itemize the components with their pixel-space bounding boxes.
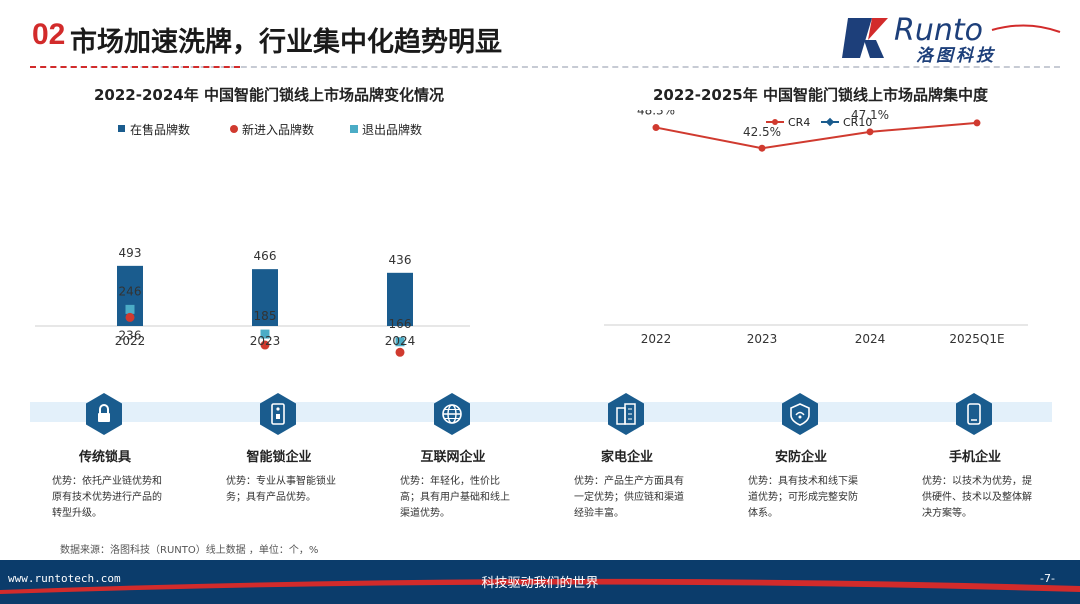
bar-2023: [252, 269, 278, 326]
category-name: 互联网企业: [420, 450, 486, 465]
page-number: -7-: [1040, 572, 1055, 585]
category-name: 智能锁企业: [246, 450, 312, 465]
phone-icon: [956, 393, 992, 435]
x-tick-2025Q1E: 2025Q1E: [949, 332, 1004, 346]
header-divider-accent: [30, 66, 240, 68]
label-CR4-1: 42.5%: [743, 125, 781, 139]
footer-url[interactable]: www.runtotech.com: [8, 572, 121, 585]
entry-marker-2024: [395, 347, 405, 357]
legend-label-0: 在售品牌数: [130, 122, 190, 137]
exit-marker-2024: [395, 337, 405, 347]
legend-swatch-1: [230, 125, 238, 133]
x-tick-2023: 2023: [747, 332, 778, 346]
x-tick-2024: 2024: [855, 332, 886, 346]
label-CR4-2: 47.1%: [851, 110, 889, 122]
entry-label-2022: 236: [119, 328, 142, 342]
header-divider: [30, 66, 1060, 68]
x-tick-2023: 2023: [250, 334, 281, 348]
category-description: 优势：年轻化，性价比高；具有用户基础和线上渠道优势。: [400, 476, 510, 519]
exit-marker-2022: [125, 304, 135, 314]
category-description: 优势：依托产业链优势和原有技术优势进行产品的转型升级。: [52, 476, 162, 519]
x-tick-2024: 2024: [385, 334, 416, 348]
page-title: 市场加速洗牌，行业集中化趋势明显: [70, 27, 502, 58]
smart-lock-icon: [260, 393, 296, 435]
legend-label-2: 退出品牌数: [362, 122, 422, 137]
runto-logo: Runto 洛图科技: [842, 13, 1061, 66]
legend-marker-CR4: [772, 119, 778, 125]
category-name: 手机企业: [948, 450, 1001, 465]
legend-swatch-2: [350, 125, 358, 133]
concentration-chart: CR4CR1048.3%42.5%47.1%49.6%65.4%65.1%67.…: [604, 110, 1028, 346]
point-CR4-0: [652, 124, 660, 132]
section-number: 02: [32, 18, 66, 51]
category-band: [30, 402, 1052, 422]
exit-label-2024: 166: [389, 317, 412, 331]
footer-slogan: 科技驱动我们的世界: [481, 576, 599, 591]
legend-label-1: 新进入品牌数: [242, 122, 314, 137]
category-name: 安防企业: [774, 450, 827, 465]
shield-icon: [782, 393, 818, 435]
category-description: 优势：具有技术和线下渠道优势；可形成完整安防体系。: [748, 476, 858, 519]
bar-label-2022: 493: [119, 246, 142, 260]
logo-cn: 洛图科技: [916, 46, 996, 66]
category-name: 传统锁具: [78, 450, 131, 465]
label-CR4-3: 49.6%: [958, 110, 996, 113]
point-CR4-2: [866, 128, 874, 136]
globe-icon: [434, 393, 470, 435]
category-description: 优势：专业从事智能锁业务；具有产品优势。: [226, 476, 336, 503]
entry-marker-2022: [125, 312, 135, 322]
x-tick-2022: 2022: [641, 332, 672, 346]
label-CR4-0: 48.3%: [637, 110, 675, 118]
right-chart-title: 2022-2025年 中国智能门锁线上市场品牌集中度: [653, 86, 988, 104]
point-CR4-3: [973, 119, 981, 127]
footer-bar: [0, 560, 1080, 604]
legend-label-CR4: CR4: [788, 116, 810, 129]
category-description: 优势：产品生产方面具有一定优势；供应链和渠道经验丰富。: [574, 476, 684, 519]
category-name: 家电企业: [600, 450, 653, 465]
series-line-CR4: [655, 121, 978, 150]
left-chart-title: 2022-2024年 中国智能门锁线上市场品牌变化情况: [94, 86, 444, 104]
legend-marker-CR10: [825, 117, 835, 127]
exit-label-2023: 185: [254, 309, 277, 323]
bar-label-2024: 436: [389, 253, 412, 267]
category-description: 优势：以技术为优势，提供硬件、技术以及整体解决方案等。: [922, 476, 1032, 519]
page-header: 02 市场加速洗牌，行业集中化趋势明显 Runto 洛图科技: [0, 0, 1080, 70]
lock-icon: [86, 393, 122, 435]
x-tick-2022: 2022: [115, 334, 146, 348]
bar-2024: [387, 272, 413, 326]
entry-marker-2023: [260, 340, 270, 350]
point-CR4-1: [758, 144, 766, 152]
legend-label-CR10: CR10: [843, 116, 872, 129]
bar-label-2023: 466: [254, 249, 277, 263]
exit-marker-2023: [260, 329, 270, 339]
entry-label-2023: 158: [254, 359, 277, 360]
data-source: 数据来源：洛图科技（RUNTO）线上数据 ，单位：个，%: [60, 545, 319, 556]
legend-swatch-0: [118, 125, 125, 132]
building-icon: [608, 393, 644, 435]
logo-latin: Runto: [894, 13, 983, 48]
exit-label-2022: 246: [119, 284, 142, 298]
